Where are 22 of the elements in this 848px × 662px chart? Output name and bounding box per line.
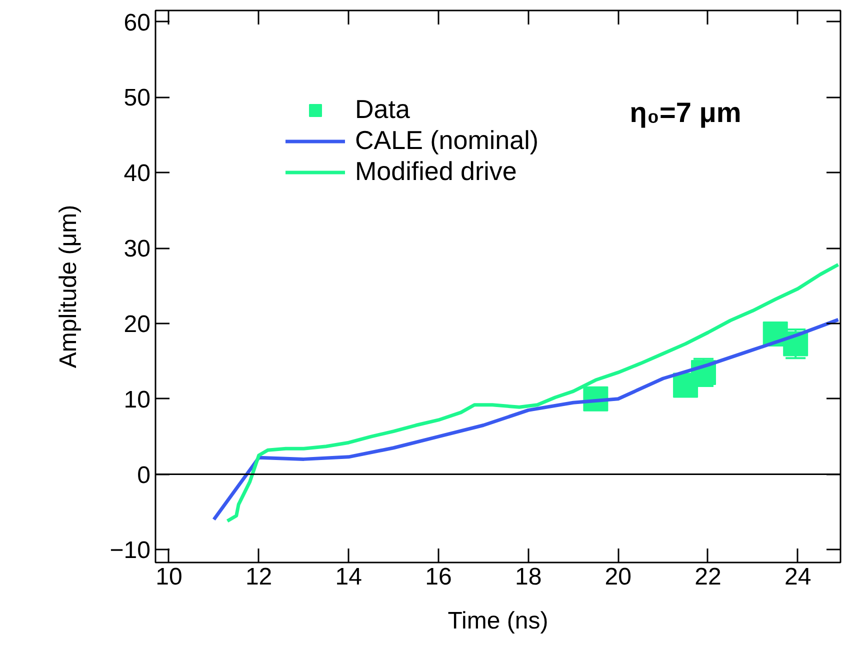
y-tick-label: 0	[137, 462, 151, 489]
legend-label: Data	[355, 94, 410, 125]
y-tick-label: 60	[124, 9, 151, 36]
y-tick-label: 50	[124, 84, 151, 112]
y-tick-label: 10	[124, 386, 151, 414]
x-tick-label: 12	[245, 564, 272, 590]
x-tick-label: 14	[335, 564, 362, 590]
x-tick-label: 24	[784, 564, 812, 590]
y-tick-label: 30	[124, 236, 151, 263]
legend-label: CALE (nominal)	[355, 125, 539, 156]
legend-label: Modified drive	[355, 156, 517, 187]
x-tick-label: 16	[425, 564, 452, 590]
x-tick-label: 18	[514, 564, 542, 590]
y-tick-label: −10	[110, 537, 151, 564]
x-tick-label: 22	[694, 564, 722, 590]
y-tick-label: 40	[124, 160, 151, 188]
x-tick-label: 10	[156, 564, 182, 590]
annotation: η₀=7 μm	[630, 97, 742, 128]
y-axis-title: Amplitude (μm)	[54, 204, 82, 368]
x-axis-title: Time (ns)	[448, 608, 548, 634]
y-tick-label: 20	[124, 310, 151, 338]
x-tick-label: 20	[604, 564, 632, 590]
